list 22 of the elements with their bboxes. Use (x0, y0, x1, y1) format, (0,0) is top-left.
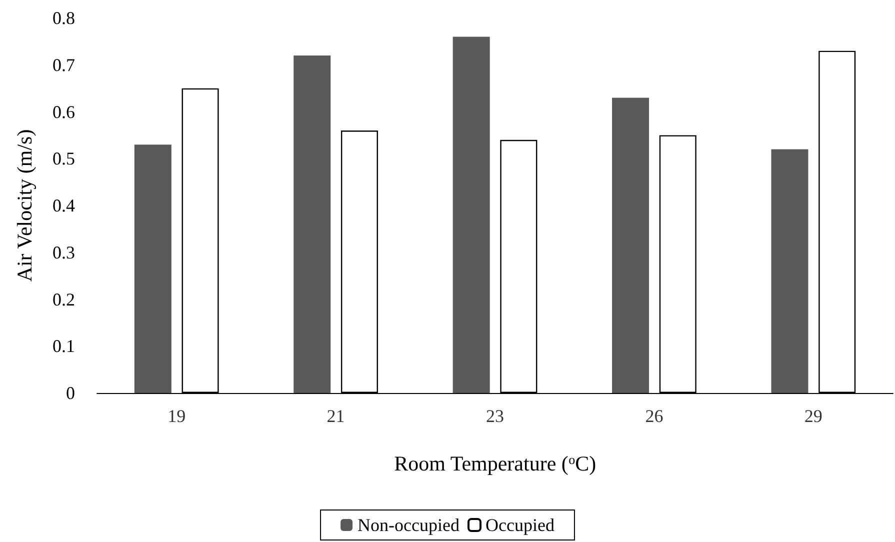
bar (771, 149, 808, 393)
x-tick-label: 19 (168, 406, 186, 426)
y-tick-label: 0.2 (52, 289, 75, 310)
bar (294, 56, 331, 393)
y-tick-label: 0.8 (52, 8, 75, 28)
bar (134, 144, 172, 393)
y-tick-label: 0.5 (52, 148, 75, 169)
y-tick-label: 0.1 (52, 336, 75, 356)
bar (452, 36, 490, 393)
legend-label: Non-occupied (358, 515, 460, 535)
y-tick-label: 0 (66, 383, 75, 403)
x-tick-label: 23 (486, 406, 504, 426)
y-tick-label: 0.6 (52, 102, 75, 122)
y-tick-label: 0.7 (52, 54, 75, 75)
y-axis-title: Air Velocity (m/s) (12, 129, 36, 282)
y-tick-label: 0.3 (52, 242, 75, 262)
x-tick-label: 21 (326, 406, 345, 426)
bar (612, 98, 650, 393)
legend-label: Occupied (485, 515, 554, 535)
x-tick-label: 26 (645, 406, 664, 426)
y-tick-label: 0.4 (52, 196, 75, 216)
x-tick-label: 29 (804, 406, 822, 426)
